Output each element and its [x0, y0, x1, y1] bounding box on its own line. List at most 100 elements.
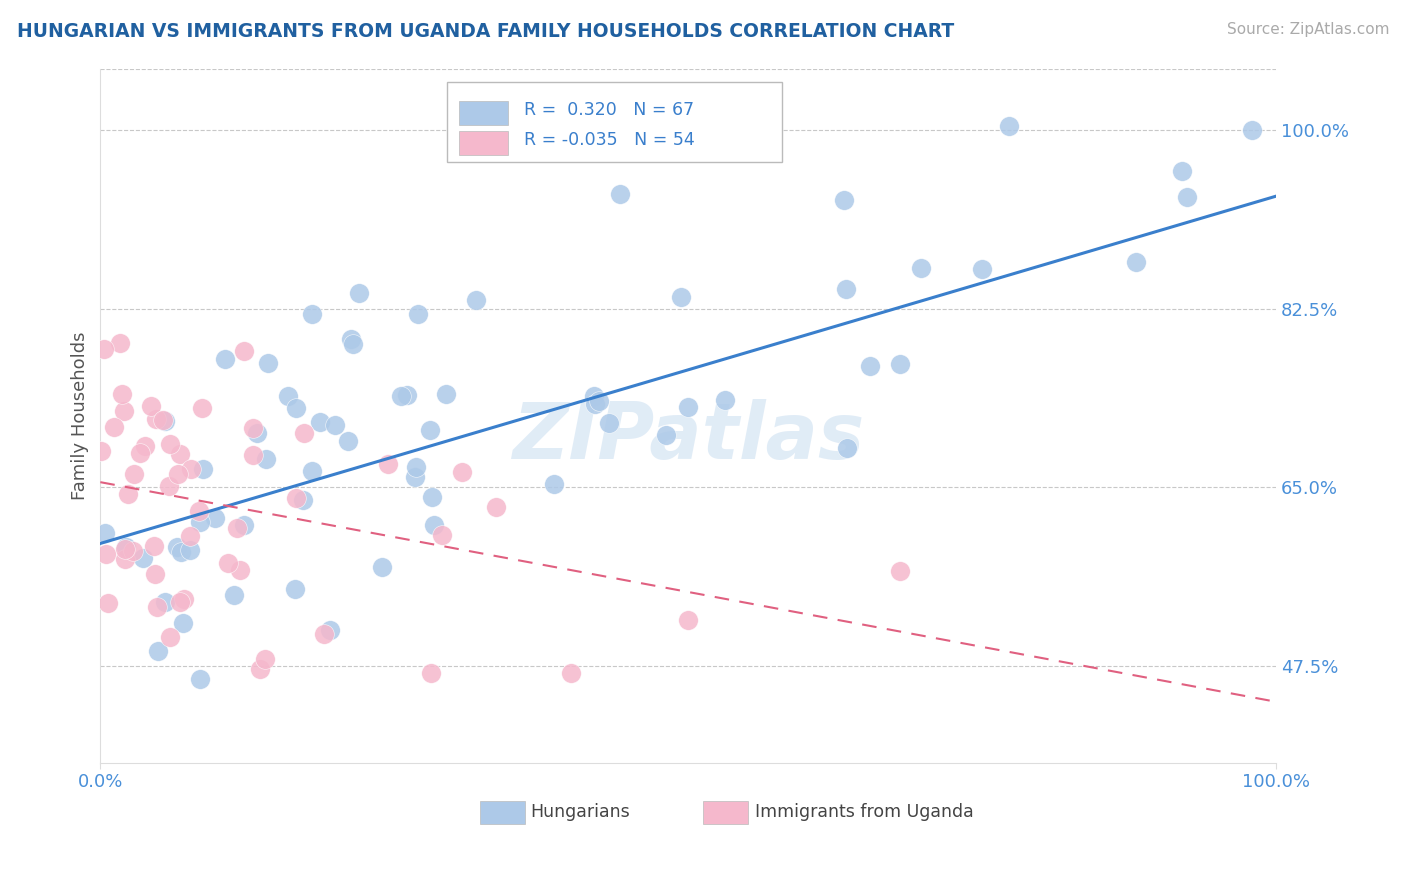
Point — [117, 487, 139, 501]
Point — [377, 457, 399, 471]
Text: Hungarians: Hungarians — [530, 804, 630, 822]
Point — [291, 493, 314, 508]
Point — [340, 333, 363, 347]
Point — [190, 515, 212, 529]
Point — [1171, 163, 1194, 178]
Point — [714, 392, 737, 407]
Point — [180, 462, 202, 476]
Point — [325, 417, 347, 432]
Point — [111, 387, 134, 401]
Point — [609, 186, 631, 201]
Point — [122, 544, 145, 558]
Point — [405, 460, 427, 475]
Point — [214, 351, 236, 366]
Point — [145, 412, 167, 426]
FancyBboxPatch shape — [703, 800, 748, 824]
Point — [418, 423, 440, 437]
Point — [249, 662, 271, 676]
FancyBboxPatch shape — [458, 101, 509, 125]
Point — [134, 439, 156, 453]
Point — [114, 541, 136, 556]
Point — [122, 467, 145, 481]
Point — [910, 261, 932, 276]
Point — [246, 426, 269, 441]
Point — [139, 400, 162, 414]
Point — [172, 615, 194, 630]
Point — [191, 401, 214, 415]
Point — [90, 443, 112, 458]
Point — [314, 627, 336, 641]
Point — [837, 441, 859, 455]
Point — [132, 550, 155, 565]
Point — [1241, 123, 1264, 137]
Point — [669, 289, 692, 303]
Point — [889, 564, 911, 578]
Point — [285, 401, 308, 415]
Point — [103, 419, 125, 434]
Point — [583, 397, 606, 411]
Text: Source: ZipAtlas.com: Source: ZipAtlas.com — [1226, 22, 1389, 37]
Point — [583, 389, 606, 403]
Point — [598, 416, 620, 430]
Point — [146, 644, 169, 658]
Point — [114, 551, 136, 566]
Point — [423, 518, 446, 533]
Point — [166, 467, 188, 481]
Point — [284, 582, 307, 596]
Point — [309, 415, 332, 429]
FancyBboxPatch shape — [458, 130, 509, 154]
Point — [169, 447, 191, 461]
Point — [420, 665, 443, 680]
Point — [187, 503, 209, 517]
Point — [284, 491, 307, 505]
Point — [560, 665, 582, 680]
Point — [153, 595, 176, 609]
Point — [676, 400, 699, 414]
Point — [588, 394, 610, 409]
Point — [318, 623, 340, 637]
Point — [342, 337, 364, 351]
Point — [835, 282, 858, 296]
Point — [173, 592, 195, 607]
Point — [301, 307, 323, 321]
Text: Immigrants from Uganda: Immigrants from Uganda — [755, 804, 974, 822]
FancyBboxPatch shape — [479, 800, 524, 824]
Point — [159, 630, 181, 644]
Y-axis label: Family Households: Family Households — [72, 332, 89, 500]
Point — [169, 595, 191, 609]
Point — [170, 544, 193, 558]
Point — [94, 548, 117, 562]
Point — [254, 652, 277, 666]
Point — [153, 414, 176, 428]
Point — [157, 479, 180, 493]
Point — [371, 560, 394, 574]
Point — [204, 511, 226, 525]
Point — [676, 613, 699, 627]
Point — [229, 563, 252, 577]
Point — [1125, 255, 1147, 269]
Text: ZIPatlas: ZIPatlas — [512, 399, 865, 475]
Point — [143, 567, 166, 582]
Point — [129, 446, 152, 460]
Point — [889, 357, 911, 371]
Point — [277, 389, 299, 403]
Point — [166, 540, 188, 554]
Point — [420, 490, 443, 504]
Point — [143, 539, 166, 553]
Point — [485, 500, 508, 515]
Point — [97, 596, 120, 610]
Point — [465, 123, 488, 137]
Point — [217, 557, 239, 571]
Point — [254, 451, 277, 466]
Point — [193, 462, 215, 476]
Point — [93, 342, 115, 356]
Point — [188, 673, 211, 687]
Point — [389, 389, 412, 403]
Point — [145, 600, 167, 615]
Point — [179, 543, 201, 558]
Point — [159, 437, 181, 451]
Point — [222, 588, 245, 602]
Point — [257, 356, 280, 370]
Point — [834, 193, 856, 207]
Point — [292, 426, 315, 441]
